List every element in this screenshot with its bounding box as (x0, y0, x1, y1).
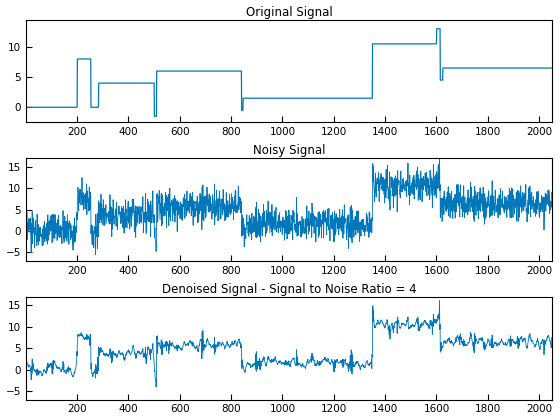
Title: Noisy Signal: Noisy Signal (253, 144, 325, 157)
Title: Original Signal: Original Signal (245, 5, 332, 18)
Title: Denoised Signal - Signal to Noise Ratio = 4: Denoised Signal - Signal to Noise Ratio … (162, 283, 416, 296)
